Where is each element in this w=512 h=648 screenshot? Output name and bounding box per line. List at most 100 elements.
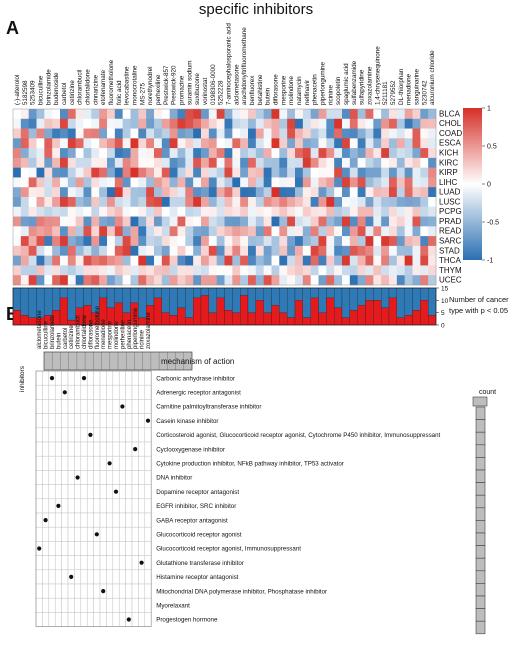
heatmap-cell (389, 187, 398, 198)
heatmap-cell (224, 255, 233, 266)
heatmap-cell (52, 118, 61, 129)
heatmap-cell (193, 265, 202, 276)
matrix-cell (106, 555, 114, 571)
matrix-cell (131, 512, 139, 528)
heatmap-cell (396, 206, 405, 217)
matrix-cell (99, 455, 107, 471)
heatmap-cell (67, 148, 76, 159)
heatmap-cell (154, 128, 163, 139)
heatmap-cell (52, 226, 61, 237)
drug-label: diflorasone (272, 74, 279, 105)
matrix-cell (144, 583, 152, 599)
heatmap-cell (404, 187, 413, 198)
heatmap-cell (404, 206, 413, 217)
heatmap-cell (396, 226, 405, 237)
matrix-cell (48, 555, 56, 571)
heatmap-cell (138, 255, 147, 266)
heatmap-cell (130, 206, 139, 217)
drug-label: Prestwick-857 (163, 65, 170, 105)
heatmap-cell (255, 109, 264, 120)
heatmap-cell (412, 255, 421, 266)
heatmap-cell (130, 157, 139, 168)
heatmap-cell (255, 148, 264, 159)
matrix-cell (131, 612, 139, 627)
heatmap-cell (13, 197, 22, 208)
heatmap-cell (287, 245, 296, 256)
matrix-cell (80, 441, 88, 457)
matrix-cell (80, 555, 88, 571)
matrix-cell (35, 441, 43, 457)
matrix-cell (74, 569, 82, 585)
heatmap-cell (44, 255, 53, 266)
matrix-cell (54, 427, 62, 443)
heatmap-cell (138, 236, 147, 247)
heatmap-cell (302, 177, 311, 188)
matrix-cell (61, 498, 69, 514)
heatmap-cell (216, 275, 225, 286)
cancer-label: SARC (439, 237, 461, 246)
heatmap-cell (412, 265, 421, 276)
heatmap-cell (389, 197, 398, 208)
matrix-cell (93, 441, 101, 457)
drug-label: molindone (288, 75, 295, 105)
heatmap-cell (248, 275, 257, 286)
matrix-cell (80, 498, 88, 514)
heatmap-cell (67, 265, 76, 276)
heatmap-cell (13, 216, 22, 227)
heatmap-cell (201, 138, 210, 149)
heatmap-cell (318, 138, 327, 149)
heatmap-cell (130, 109, 139, 120)
matrix-cell (138, 597, 146, 613)
heatmap-cell (216, 128, 225, 139)
heatmap-cell (263, 118, 272, 129)
matrix-cell (106, 399, 114, 414)
heatmap-cell (412, 275, 421, 286)
drug-label: zoxazolamine (366, 66, 373, 105)
heatmap-cell (52, 138, 61, 149)
matrix-cell (61, 597, 69, 613)
heatmap-cell (154, 187, 163, 198)
mechanism-label: Cytokine production inhibitor, NFkB path… (156, 461, 344, 468)
matrix-cell (54, 384, 62, 400)
heatmap-cell (373, 255, 382, 266)
matrix-cell (35, 455, 43, 471)
matrix-cell (93, 541, 101, 556)
heatmap-cell (161, 236, 170, 247)
heatmap-cell (169, 118, 178, 129)
heatmap-cell (185, 177, 194, 188)
matrix-cell (54, 399, 62, 414)
heatmap-cell (161, 157, 170, 168)
drug-label: suramin sodium (186, 61, 193, 105)
heatmap-cell (28, 226, 37, 237)
heatmap-cell (318, 226, 327, 237)
matrix-cell (93, 555, 101, 571)
heatmap-cell (263, 245, 272, 256)
heatmap-cell (271, 109, 280, 120)
heatmap-cell (287, 148, 296, 159)
matrix-cell (42, 569, 50, 585)
heatmap-cell (373, 187, 382, 198)
matrix-cell (131, 526, 139, 542)
heatmap-cell (318, 265, 327, 276)
matrix-cell (99, 399, 107, 414)
matrix-cell (74, 455, 82, 471)
heatmap-cell (381, 177, 390, 188)
heatmap-cell (122, 255, 131, 266)
matrix-cell (112, 541, 120, 556)
heatmap-cell (130, 138, 139, 149)
heatmap-cell (20, 255, 29, 266)
matrix-cell (131, 399, 139, 414)
matrix-cell (118, 612, 126, 627)
heatmap-cell (248, 206, 257, 217)
heatmap-cell (357, 236, 366, 247)
heatmap-cell (208, 167, 217, 178)
heatmap-cell (404, 118, 413, 129)
heatmap-cell (83, 167, 92, 178)
matrix-cell (54, 569, 62, 585)
heatmap-cell (334, 236, 343, 247)
drug-label: arachidonyltrifluoromethane (241, 27, 248, 105)
heatmap-cell (349, 157, 358, 168)
cancer-label: KICH (439, 149, 458, 158)
heatmap-cell (302, 187, 311, 198)
heatmap-cell (169, 197, 178, 208)
